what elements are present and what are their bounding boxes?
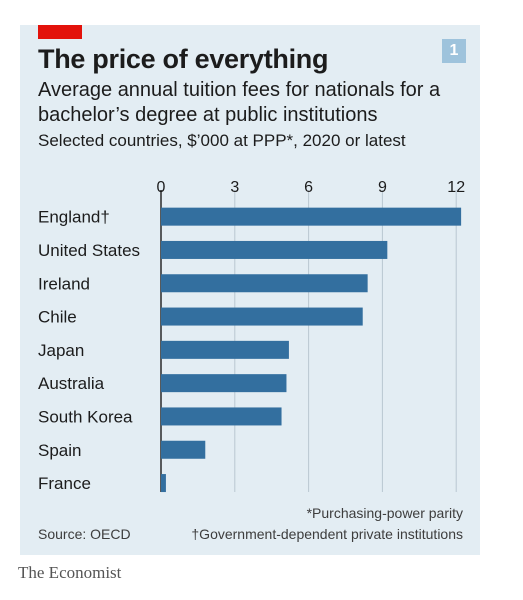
economist-red-tag [38,25,82,39]
category-label: Japan [38,341,84,360]
footnote-ppp: *Purchasing-power parity [306,505,463,521]
chart-description: Selected countries, $’000 at PPP*, 2020 … [38,131,406,150]
category-label: Spain [38,441,81,460]
category-label: France [38,474,91,493]
category-label: South Korea [38,407,133,426]
bar [161,374,287,393]
category-label: Ireland [38,274,90,293]
bar [161,274,368,293]
source-note: Source: OECD [38,526,131,542]
bar [161,440,206,459]
category-label: Chile [38,308,77,327]
x-tick-label: 6 [304,179,313,196]
bar [161,474,166,493]
bar [161,207,462,226]
bar [161,307,363,326]
bar [161,240,388,259]
bar [161,340,289,359]
chart-title: The price of everything [38,44,329,74]
bar [161,407,282,426]
category-label: United States [38,241,140,260]
x-tick-label: 3 [230,179,239,196]
chart-subtitle: Average annual tuition fees for national… [38,79,441,126]
economist-logo-text: The Economist [18,563,122,582]
category-label: England† [38,208,110,227]
chart-number-badge: 1 [442,39,466,63]
category-label: Australia [38,374,105,393]
footnote-government: †Government-dependent private institutio… [191,526,463,542]
x-tick-label: 9 [378,179,387,196]
x-tick-label: 0 [157,179,166,196]
x-tick-label: 12 [447,179,465,196]
